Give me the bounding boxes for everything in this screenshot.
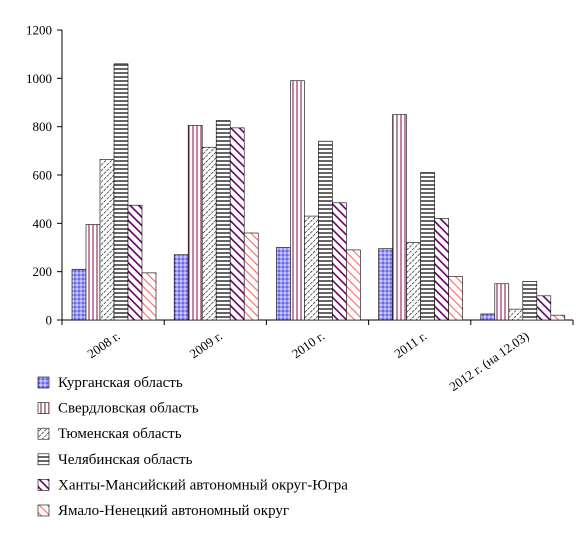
bar-6-5	[550, 314, 566, 321]
legend-swatch	[37, 402, 50, 414]
bar-2-1	[85, 224, 101, 321]
bar-4-5	[522, 281, 538, 321]
y-tick-label: 0	[46, 313, 53, 328]
bar-4-4	[420, 172, 435, 321]
y-tick-label: 600	[33, 168, 53, 183]
legend-swatch	[37, 504, 50, 517]
y-tick-label: 1200	[26, 23, 52, 38]
bar-6-3	[346, 249, 361, 321]
bar-6-4	[448, 276, 463, 321]
bar-1-1	[71, 268, 87, 321]
bar-3-5	[508, 308, 524, 321]
x-tick-label: 2008 г.	[84, 328, 122, 361]
bar-2-3	[290, 80, 305, 321]
bar-4-1	[113, 63, 129, 321]
bar-3-2	[201, 146, 217, 321]
bar-1-5	[480, 313, 496, 321]
bar-2-2	[187, 125, 203, 321]
y-axis: 0 200 400 600 800 1000 1200	[26, 23, 63, 328]
y-tick-label: 800	[33, 119, 53, 134]
bar-5-3	[332, 202, 347, 321]
bar-3-4	[406, 242, 421, 321]
x-tick-label: 2009 г.	[187, 328, 225, 361]
legend-swatch	[37, 479, 50, 491]
legend-label: Свердловская область	[58, 401, 199, 417]
bar-5-1	[127, 204, 143, 321]
bars	[71, 63, 566, 321]
y-tick-label: 200	[33, 264, 53, 279]
legend-label: Челябинская область	[58, 452, 193, 468]
bar-5-2	[229, 127, 245, 321]
legend: Курганская область Свердловская область Тю…	[37, 375, 348, 519]
legend-swatch	[37, 376, 50, 389]
legend-label: Ямало-Ненецкий автономный округ	[58, 503, 289, 519]
bar-1-4	[378, 248, 393, 321]
x-tick-label: 2010 г.	[289, 328, 327, 361]
legend-label: Тюменская область	[58, 426, 182, 442]
y-tick-label: 1000	[26, 71, 52, 86]
legend-label: Ханты-Мансийский автономный округ-Югра	[58, 477, 348, 493]
x-tick-label: 2011 г.	[391, 328, 429, 361]
x-axis	[61, 319, 574, 325]
legend-swatch	[37, 453, 50, 466]
bar-1-3	[276, 247, 291, 321]
x-tick-label: 2012 г. (на 12.03)	[446, 328, 531, 394]
bar-4-3	[318, 140, 333, 321]
legend-label: Курганская область	[58, 375, 183, 391]
bar-3-1	[99, 158, 115, 321]
y-tick-label: 400	[33, 216, 53, 231]
legend-swatch	[37, 427, 50, 440]
bar-5-5	[536, 295, 552, 321]
bar-4-2	[215, 120, 231, 321]
bar-2-4	[392, 114, 407, 321]
bar-2-5	[494, 283, 510, 321]
bar-6-1	[141, 272, 157, 321]
bar-1-2	[173, 254, 189, 321]
bar-3-3	[304, 215, 319, 321]
bar-5-4	[434, 218, 449, 321]
bar-6-2	[243, 232, 259, 321]
